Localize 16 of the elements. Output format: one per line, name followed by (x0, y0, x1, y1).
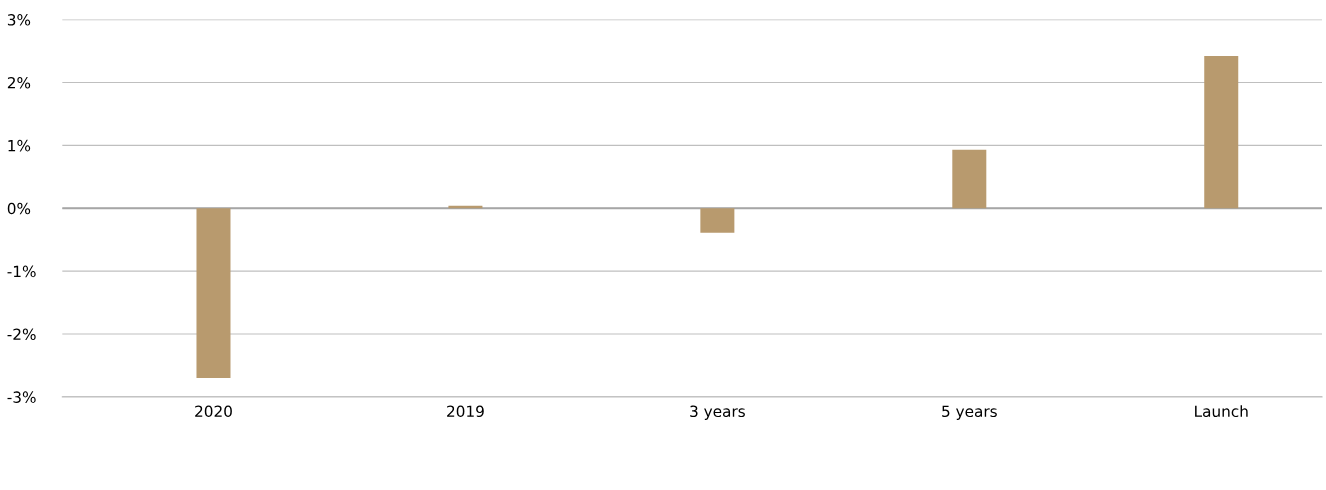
y-tick-label: -3% (7, 391, 36, 403)
bar (1204, 56, 1239, 209)
x-tick-label: 2019 (447, 405, 484, 418)
y-tick-label: 0% (7, 202, 31, 215)
y-tick-label: 1% (8, 139, 31, 152)
bar (196, 208, 231, 379)
x-tick-label: 2020 (195, 405, 232, 418)
y-tick-label: -2% (7, 328, 36, 341)
y-tick-label: 2% (7, 76, 31, 89)
bar (700, 208, 735, 233)
x-tick-label: 5 years (942, 405, 997, 421)
y-tick-label: -1% (7, 265, 36, 278)
bar (952, 149, 987, 209)
x-tick-label: 3 years (690, 405, 745, 421)
y-tick-label: 3% (7, 14, 31, 26)
x-tick-label: Launch (1195, 405, 1248, 418)
